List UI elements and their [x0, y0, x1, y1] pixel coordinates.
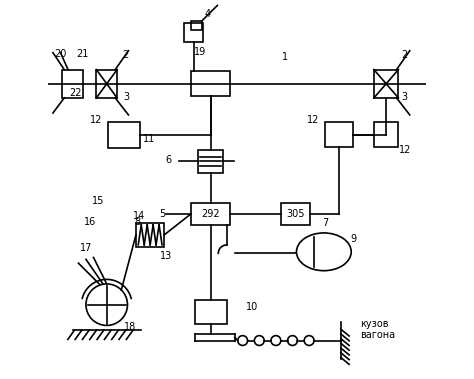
- Bar: [194, 300, 227, 324]
- Text: 2: 2: [122, 50, 128, 60]
- Text: 16: 16: [84, 216, 96, 227]
- Bar: [191, 203, 230, 226]
- Text: 9: 9: [350, 233, 356, 244]
- Bar: [191, 72, 230, 96]
- Text: 5: 5: [160, 209, 166, 219]
- Text: 305: 305: [286, 209, 305, 219]
- Text: кузов: кузов: [360, 319, 388, 329]
- Bar: [374, 122, 399, 147]
- Text: 7: 7: [322, 218, 328, 229]
- Text: 11: 11: [143, 133, 155, 144]
- Text: 13: 13: [160, 251, 172, 261]
- Text: 21: 21: [76, 49, 89, 59]
- Bar: [136, 222, 164, 247]
- Text: 20: 20: [54, 49, 66, 59]
- Text: 292: 292: [201, 209, 220, 219]
- Text: 18: 18: [124, 322, 136, 332]
- Text: 12: 12: [90, 114, 102, 125]
- Text: 10: 10: [246, 302, 259, 312]
- Text: вагона: вагона: [360, 330, 395, 340]
- Text: 14: 14: [133, 211, 146, 221]
- Bar: [108, 122, 140, 148]
- Text: 19: 19: [193, 47, 206, 57]
- Text: 15: 15: [91, 196, 104, 206]
- Bar: [184, 23, 203, 42]
- Bar: [374, 70, 399, 98]
- Text: 3: 3: [401, 92, 407, 102]
- Text: 2: 2: [401, 50, 408, 60]
- Text: 8: 8: [134, 216, 140, 227]
- Text: 3: 3: [124, 92, 130, 102]
- Bar: [198, 150, 223, 172]
- Text: 6: 6: [165, 155, 172, 165]
- Bar: [325, 122, 353, 147]
- Bar: [63, 70, 83, 98]
- Bar: [191, 20, 202, 30]
- Text: 12: 12: [307, 114, 319, 125]
- Text: 12: 12: [400, 145, 412, 155]
- Text: 4: 4: [205, 9, 211, 19]
- Text: 17: 17: [80, 243, 92, 253]
- Bar: [282, 203, 310, 226]
- Text: 1: 1: [283, 52, 289, 62]
- Text: 22: 22: [69, 88, 82, 98]
- Bar: [96, 70, 117, 98]
